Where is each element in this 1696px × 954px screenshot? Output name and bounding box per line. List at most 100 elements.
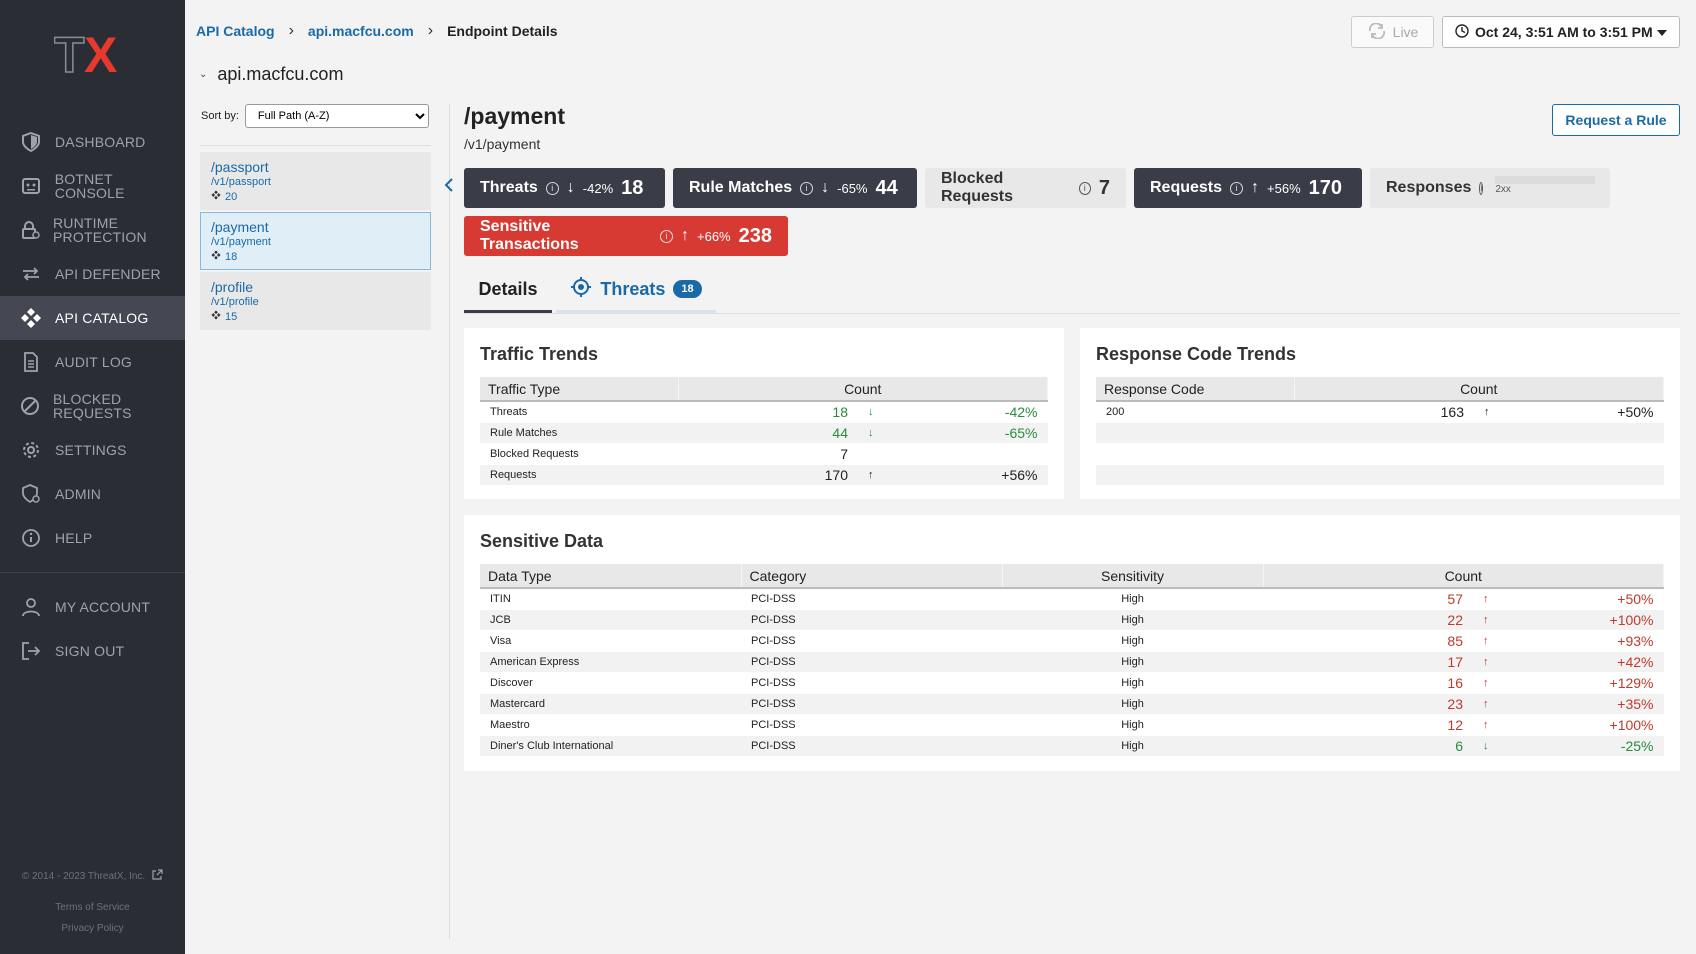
info-icon[interactable]: i [660, 229, 673, 243]
arrow-up-icon: ↑ [1473, 588, 1499, 610]
traffic-pct: -65% [883, 422, 1048, 444]
column-header: Response Code [1096, 377, 1295, 402]
request-rule-button[interactable]: Request a Rule [1552, 104, 1680, 136]
user-icon [20, 596, 42, 618]
data-category: PCI-DSS [741, 651, 1002, 673]
table-row: Discover PCI-DSS High 16 ↑ +129% [480, 672, 1664, 694]
table-row: Visa PCI-DSS High 85 ↑ +93% [480, 630, 1664, 652]
traffic-count: 7 [678, 443, 858, 465]
metric-rule-matches[interactable]: Rule Matches i ↓ -65% 44 [673, 168, 917, 208]
info-icon[interactable]: i [1479, 181, 1484, 195]
metric-pct: -65% [837, 180, 868, 196]
data-sensitivity: High [1002, 693, 1263, 715]
endpoint-item-payment[interactable]: /payment /v1/payment 18 [200, 212, 431, 270]
breadcrumb-host[interactable]: api.macfcu.com [307, 23, 414, 39]
nav-label: DASHBOARD [55, 134, 146, 150]
metric-threats[interactable]: Threats i ↓ -42% 18 [464, 168, 665, 208]
data-count: 17 [1263, 651, 1473, 673]
response-code-title: Response Code Trends [1096, 344, 1297, 364]
table-row [1096, 422, 1664, 444]
nav-admin[interactable]: ADMIN [0, 472, 185, 516]
column-header: Traffic Type [480, 377, 679, 402]
info-icon [20, 527, 42, 549]
catalog-host-toggle[interactable]: ⌄ api.macfcu.com [199, 64, 343, 85]
tab-bar: Details Threats 18 [464, 268, 1680, 314]
table-row [1096, 443, 1664, 465]
metric-label: Requests [1150, 179, 1223, 196]
data-sensitivity: High [1002, 714, 1263, 736]
nav-botnet-console[interactable]: BOTNET CONSOLE [0, 164, 185, 208]
empty-cell [1499, 422, 1664, 444]
nav-runtime-protection[interactable]: RUNTIME PROTECTION [0, 208, 185, 252]
endpoint-item-profile[interactable]: /profile /v1/profile 15 [200, 272, 431, 330]
metric-label: Blocked Requests [941, 170, 1014, 205]
metric-requests[interactable]: Requests i ↑ +56% 170 [1134, 168, 1362, 208]
nav-label: ADMIN [55, 486, 102, 502]
empty-cell [1096, 422, 1294, 444]
nav-api-catalog[interactable]: API CATALOG [0, 296, 185, 340]
threats-count-badge: 18 [673, 280, 702, 298]
metric-value: 238 [738, 224, 772, 247]
nav-audit-log[interactable]: AUDIT LOG [0, 340, 185, 384]
date-range-picker[interactable]: Oct 24, 3:51 AM to 3:51 PM [1442, 16, 1680, 48]
data-count: 12 [1263, 714, 1473, 736]
threatx-logo[interactable]: T X [53, 26, 134, 84]
traffic-count: 44 [678, 422, 858, 444]
tab-threats-label: Threats [600, 278, 666, 299]
nav-dashboard[interactable]: DASHBOARD [0, 120, 185, 164]
info-icon[interactable]: i [545, 181, 559, 195]
arrow-down-icon: ↓ [858, 422, 884, 444]
nav-label: MY ACCOUNT [55, 599, 151, 615]
metric-responses[interactable]: Responses i 2xx [1370, 168, 1610, 208]
data-type: Maestro [480, 714, 741, 736]
arrow-down-icon: ↓ [821, 179, 830, 196]
metric-label: Responses [1386, 179, 1472, 196]
info-icon[interactable]: i [800, 181, 814, 195]
sort-select[interactable]: Full Path (A-Z) [244, 104, 429, 128]
sort-label: Sort by: [201, 110, 239, 122]
table-row: Rule Matches 44 ↓ -65% [480, 422, 1048, 444]
data-count: 85 [1263, 630, 1473, 652]
sidebar-nav: DASHBOARD BOTNET CONSOLE RUNTIME PROTECT… [0, 120, 185, 673]
empty-cell [1474, 422, 1500, 444]
data-pct: +50% [1498, 588, 1664, 610]
response-pct: +50% [1499, 401, 1664, 423]
data-pct: +100% [1498, 714, 1664, 736]
external-link-icon[interactable] [151, 869, 163, 884]
terms-link[interactable]: Terms of Service [55, 902, 130, 913]
chevron-right-icon: › [288, 22, 294, 39]
tab-details[interactable]: Details [464, 268, 552, 313]
live-button[interactable]: Live [1351, 16, 1434, 48]
metric-sensitive-transactions[interactable]: Sensitive Transactions i ↑ +66% 238 [464, 216, 788, 256]
info-icon[interactable]: i [1078, 181, 1091, 195]
traffic-type: Requests [480, 464, 678, 486]
nav-settings[interactable]: SETTINGS [0, 428, 185, 472]
data-count: 22 [1263, 609, 1473, 631]
metric-value: 44 [875, 176, 898, 199]
data-sensitivity: High [1002, 588, 1263, 610]
nav-my-account[interactable]: MY ACCOUNT [0, 585, 185, 629]
endpoint-item-passport[interactable]: /passport /v1/passport 20 [200, 152, 431, 210]
tab-threats[interactable]: Threats 18 [556, 268, 716, 313]
response-bar-label: 2xx [1495, 183, 1511, 195]
response-code-table: Response Code Count 200 163 ↑ +50% [1096, 377, 1664, 486]
endpoint-title: /payment [464, 103, 565, 129]
nav-blocked-requests[interactable]: BLOCKED REQUESTS [0, 384, 185, 428]
collapse-panel-chevron-left-icon[interactable] [444, 178, 454, 195]
metric-value: 7 [1098, 176, 1110, 199]
caret-down-icon [1657, 30, 1667, 36]
empty-cell [1474, 464, 1500, 486]
metric-blocked-requests[interactable]: Blocked Requests i 7 [925, 168, 1126, 208]
nav-sign-out[interactable]: SIGN OUT [0, 629, 185, 673]
data-pct: -25% [1498, 735, 1664, 757]
nav-label: API CATALOG [55, 310, 149, 326]
nav-api-defender[interactable]: API DEFENDER [0, 252, 185, 296]
nav-help[interactable]: HELP [0, 516, 185, 560]
catalog-host-name: api.macfcu.com [217, 64, 344, 84]
traffic-trends-card: Traffic Trends Traffic Type Count Threat… [464, 328, 1064, 499]
nav-label: API DEFENDER [55, 266, 161, 282]
info-icon[interactable]: i [1230, 181, 1244, 195]
breadcrumb-api-catalog[interactable]: API Catalog [196, 23, 275, 39]
privacy-link[interactable]: Privacy Policy [61, 923, 124, 934]
data-category: PCI-DSS [741, 693, 1002, 715]
